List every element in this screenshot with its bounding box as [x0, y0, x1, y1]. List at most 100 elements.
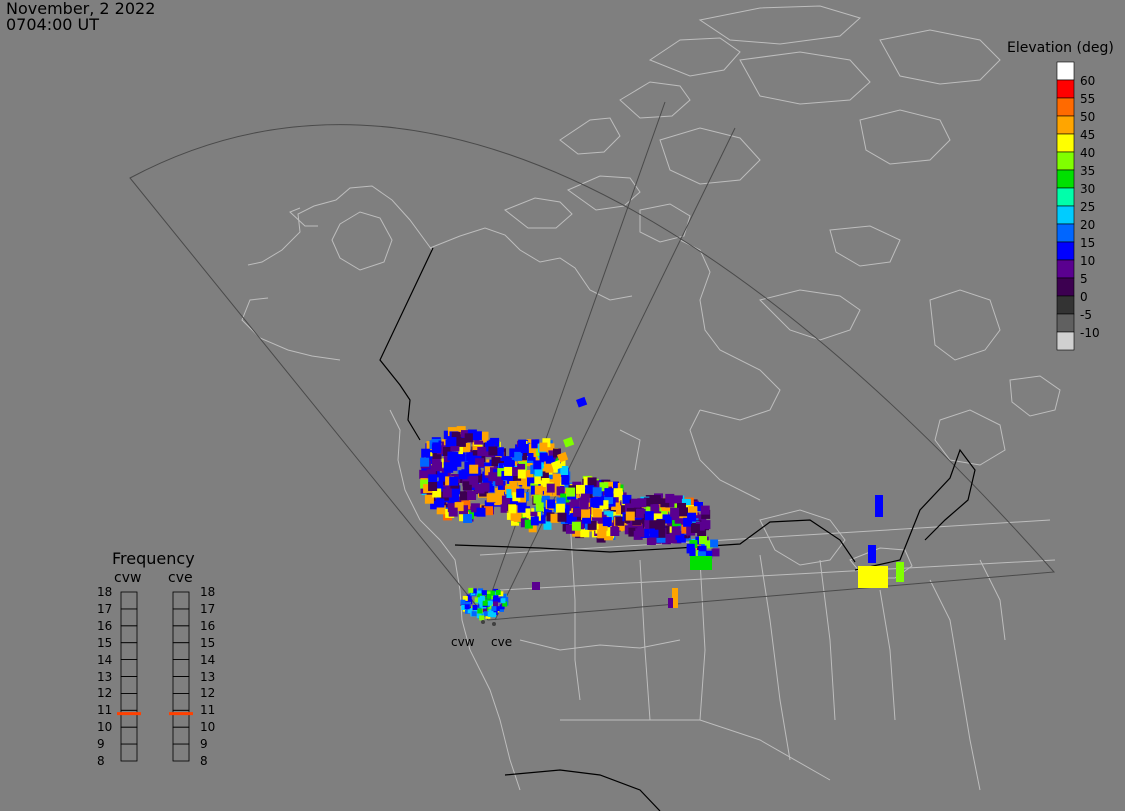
frequency-tick-label-right: 8 — [200, 754, 208, 768]
echo-cell — [556, 476, 565, 486]
echo-cell — [462, 595, 468, 601]
echo-cell — [471, 611, 477, 617]
echo-cell — [579, 500, 589, 510]
echo-cell — [448, 507, 458, 517]
echo-cell — [447, 503, 457, 513]
echo-cell — [565, 524, 575, 534]
echo-cell — [543, 520, 552, 530]
echo-cell — [545, 463, 554, 473]
echo-cell — [701, 520, 711, 530]
echo-cell — [534, 467, 543, 477]
echo-cell — [517, 469, 526, 479]
echo-cell — [695, 521, 705, 531]
echo-cell — [573, 507, 582, 517]
echo-cell — [459, 491, 469, 501]
echo-cell — [493, 595, 499, 601]
echo-cell — [496, 597, 502, 603]
echo-cell — [511, 486, 520, 496]
echo-cell — [694, 502, 703, 511]
national-border — [379, 247, 976, 811]
echo-cell — [462, 481, 472, 491]
echo-cell — [501, 593, 507, 599]
elevation-tick-label: 35 — [1080, 164, 1096, 178]
echo-cell — [466, 452, 476, 462]
echo-cell — [597, 514, 607, 524]
echo-cell — [668, 598, 673, 608]
echo-cell — [546, 443, 555, 453]
echo-cell — [461, 605, 467, 610]
echo-cell — [698, 545, 707, 554]
echo-cell — [533, 460, 542, 470]
elevation-color-swatch — [1056, 79, 1075, 99]
echo-cell — [643, 502, 653, 512]
echo-cell — [452, 457, 462, 467]
radar-echo-data — [419, 396, 904, 621]
echo-cell — [560, 466, 569, 475]
echo-cell — [464, 433, 474, 443]
echo-cell — [665, 534, 675, 543]
echo-cell — [656, 528, 666, 538]
echo-cell — [520, 444, 529, 453]
echo-cell — [432, 449, 442, 459]
echo-cell — [443, 462, 453, 472]
echo-cell — [543, 506, 552, 516]
echo-cell — [442, 483, 452, 492]
elevation-color-swatch — [1056, 61, 1075, 81]
echo-cell — [528, 444, 537, 453]
echo-cell — [634, 508, 644, 518]
echo-cell — [635, 528, 645, 538]
echo-cell — [494, 606, 500, 612]
echo-cell — [654, 520, 664, 530]
echo-cell — [467, 608, 473, 614]
echo-cell — [509, 448, 518, 458]
echo-cell — [434, 481, 444, 491]
echo-cell — [580, 493, 590, 503]
elevation-legend-title: Elevation (deg) — [1007, 40, 1114, 56]
echo-cell — [710, 539, 719, 548]
echo-cell — [432, 461, 442, 471]
echo-cell — [460, 599, 466, 605]
echo-cell — [449, 476, 459, 486]
echo-cell — [491, 457, 501, 467]
elevation-tick-label: 50 — [1080, 110, 1096, 124]
elevation-color-swatch — [1056, 313, 1075, 333]
elevation-color-swatch — [1056, 151, 1075, 171]
echo-cell — [570, 499, 580, 509]
echo-cell — [452, 437, 462, 446]
frequency-radar-label-cve: cve — [168, 570, 193, 586]
echo-cell — [674, 514, 684, 524]
echo-cell — [456, 452, 466, 462]
frequency-cell — [172, 743, 190, 762]
echo-cell — [868, 545, 876, 563]
echo-cell — [551, 459, 563, 471]
echo-cell — [567, 515, 577, 525]
echo-cell — [495, 590, 501, 595]
echo-cell — [450, 492, 459, 502]
elevation-color-swatch — [1056, 205, 1075, 225]
echo-cell — [493, 588, 499, 594]
echo-cell — [541, 478, 550, 487]
radar-site-cve-marker — [492, 622, 496, 626]
echo-cell — [483, 611, 489, 617]
echo-cell — [499, 463, 507, 472]
echo-cell — [660, 498, 670, 508]
echo-cell — [649, 528, 659, 538]
frequency-radar-label-cvw: cvw — [114, 570, 142, 586]
elevation-tick-label: 20 — [1080, 218, 1096, 232]
echo-cell — [640, 529, 650, 538]
elevation-tick-label: 45 — [1080, 128, 1096, 142]
echo-cell — [672, 588, 678, 608]
echo-cell — [517, 463, 526, 473]
echo-cell — [604, 481, 613, 491]
elevation-tick-label: 0 — [1080, 290, 1088, 304]
elevation-color-swatch — [1056, 169, 1075, 189]
echo-cell — [497, 468, 506, 478]
echo-cell — [615, 516, 625, 526]
echo-cell — [506, 474, 515, 484]
echo-cell — [700, 505, 710, 515]
echo-cell — [471, 588, 477, 594]
echo-cell — [500, 598, 506, 604]
echo-cell — [534, 485, 543, 495]
echo-cell — [670, 507, 680, 517]
radar-sites — [481, 620, 496, 626]
